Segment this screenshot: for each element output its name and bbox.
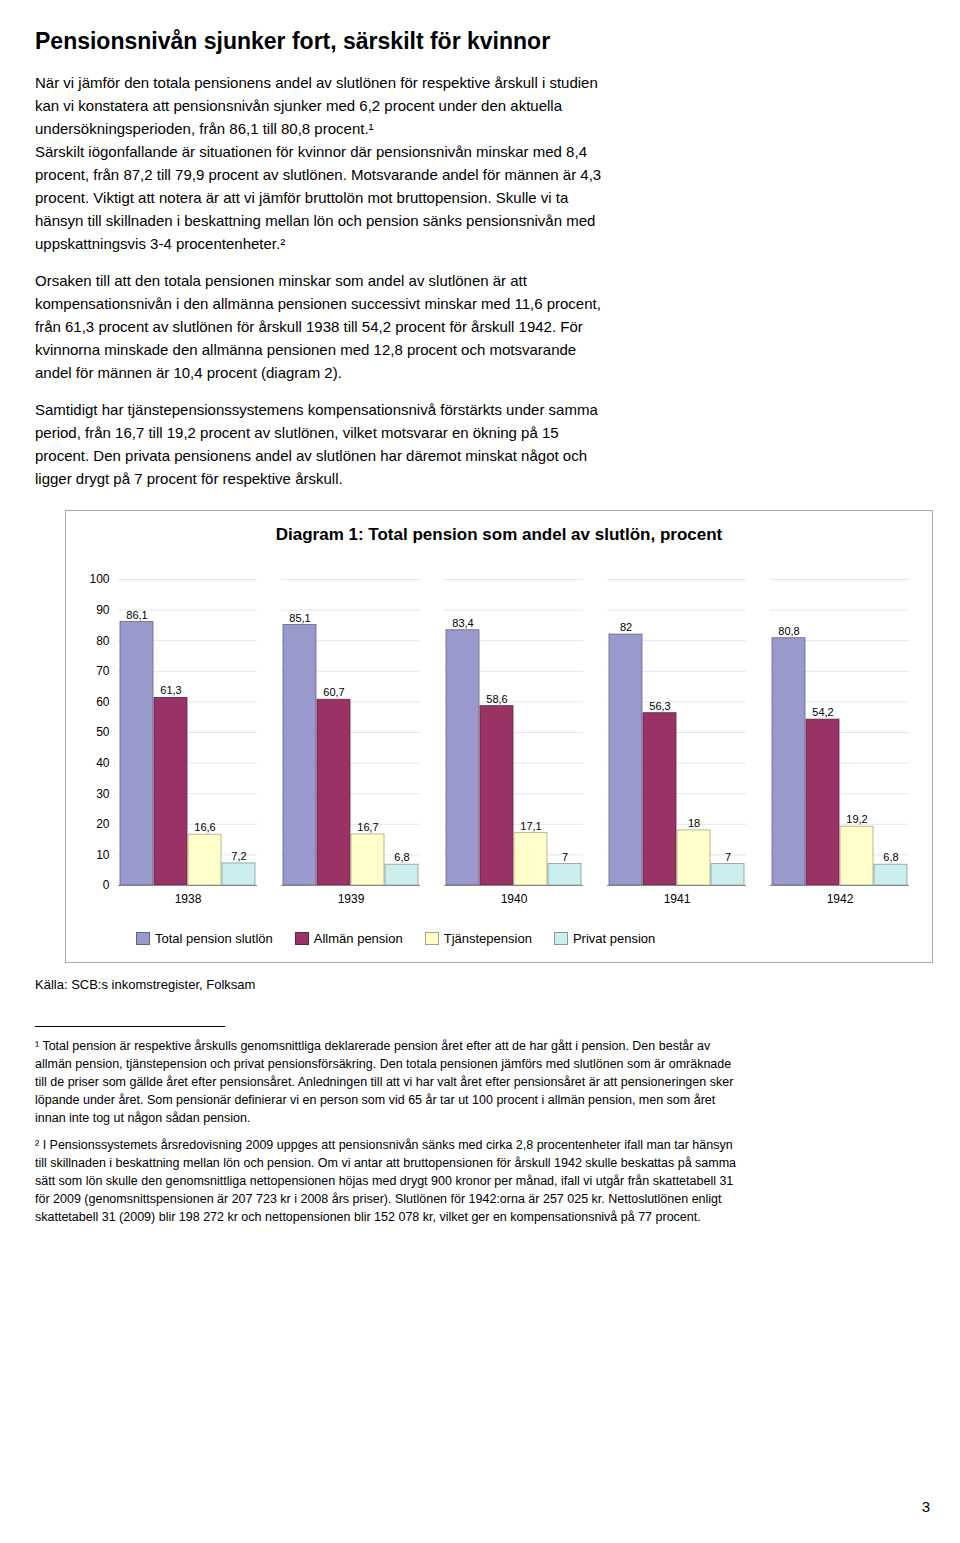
svg-text:90: 90	[96, 603, 110, 617]
html-text:hänsyn till skillnaden i beska: hänsyn till skillnaden i beskattning mel…	[35, 212, 596, 229]
svg-text:16,6: 16,6	[194, 821, 215, 833]
svg-text:58,6: 58,6	[486, 693, 507, 705]
svg-text:80,8: 80,8	[778, 625, 799, 637]
html-text:Tjänstepension: Tjänstepension	[443, 931, 532, 946]
html-text:Källa: SCB:s inkomstregister,: Källa: SCB:s inkomstregister, Folksam	[35, 977, 256, 992]
svg-text:60,7: 60,7	[323, 686, 344, 698]
html-text:Pensionsnivån sjunker fort, sä: Pensionsnivån sjunker fort, särskilt för…	[35, 28, 551, 54]
html-text:² I Pensionssystemets årsredov: ² I Pensionssystemets årsredovisning 200…	[35, 1138, 733, 1152]
html-text:undersökningsperioden, från 86: undersökningsperioden, från 86,1 till 80…	[35, 120, 374, 137]
svg-text:0: 0	[103, 878, 110, 892]
html-text:kan vi konstatera att pensions: kan vi konstatera att pensionsnivån sjun…	[35, 97, 562, 114]
svg-text:6,8: 6,8	[883, 851, 898, 863]
svg-text:61,3: 61,3	[160, 684, 181, 696]
svg-text:20: 20	[96, 817, 110, 831]
html-text:skattetabell 31 (2009) blir 19: skattetabell 31 (2009) blir 198 272 kr o…	[35, 1210, 701, 1224]
html-text:kvinnorna minskade den allmänn: kvinnorna minskade den allmänna pensione…	[35, 341, 577, 358]
html-text:Privat pension: Privat pension	[572, 931, 656, 946]
html-text:procent. Den privata pensionen: procent. Den privata pensionens andel av…	[35, 447, 587, 464]
svg-text:19,2: 19,2	[846, 813, 867, 825]
html-text:ligger drygt på 7 procent för: ligger drygt på 7 procent för respektive…	[35, 470, 343, 487]
html-text:allmän pension, tjänstepension: allmän pension, tjänstepension och priva…	[35, 1057, 732, 1071]
svg-text:18: 18	[688, 817, 700, 829]
svg-text:7,2: 7,2	[231, 850, 246, 862]
html-text:för 2009 (genomsnittspensionen: för 2009 (genomsnittspensionen är 207 72…	[35, 1192, 722, 1206]
html-text:innan inte tog ut någon sådan: innan inte tog ut någon sådan pension.	[35, 1111, 251, 1125]
html-text:Särskilt iögonfallande är situ: Särskilt iögonfallande är situationen fö…	[35, 143, 587, 160]
svg-text:1940: 1940	[501, 892, 528, 906]
html-text:Allmän pension: Allmän pension	[313, 931, 403, 946]
svg-text:85,1: 85,1	[289, 612, 310, 624]
html-text:procent. Viktigt att notera är: procent. Viktigt att notera är att vi jä…	[35, 189, 569, 206]
svg-text:56,3: 56,3	[649, 700, 670, 712]
svg-text:100: 100	[89, 572, 109, 586]
svg-text:60: 60	[96, 695, 110, 709]
svg-text:70: 70	[96, 664, 110, 678]
svg-text:10: 10	[96, 848, 110, 862]
html-text:från 61,3 procent av slutlönen: från 61,3 procent av slutlönen för årsku…	[35, 318, 583, 335]
html-text:Orsaken till att den totala pe: Orsaken till att den totala pensionen mi…	[35, 272, 527, 289]
svg-text:83,4: 83,4	[452, 617, 473, 629]
html-text:procent, från 87,2 till 79,9 p: procent, från 87,2 till 79,9 procent av …	[35, 166, 602, 183]
svg-text:1942: 1942	[827, 892, 854, 906]
svg-text:82: 82	[620, 621, 632, 633]
html-text:3: 3	[921, 1498, 930, 1515]
html-text:sätt som lön skulle den genoms: sätt som lön skulle den genomsnittliga n…	[35, 1174, 734, 1188]
svg-text:7: 7	[562, 851, 568, 863]
html-text:period, från 16,7 till 19,2 pr: period, från 16,7 till 19,2 procent av s…	[35, 424, 559, 441]
svg-text:16,7: 16,7	[357, 821, 378, 833]
svg-text:40: 40	[96, 756, 110, 770]
html-text:Total pension slutlön: Total pension slutlön	[155, 931, 273, 946]
html-text:¹ Total pension är respektive: ¹ Total pension är respektive årskulls g…	[35, 1039, 711, 1053]
html-text:löpande under året. Som pensio: löpande under året. Som pensionär defini…	[35, 1093, 716, 1107]
svg-text:1941: 1941	[664, 892, 691, 906]
svg-text:1938: 1938	[175, 892, 202, 906]
html-text:kompensationsnivån i den allmä: kompensationsnivån i den allmänna pensio…	[35, 295, 601, 312]
svg-text:30: 30	[96, 787, 110, 801]
svg-text:54,2: 54,2	[812, 706, 833, 718]
html-text:uppskattningsvis 3-4 procenten: uppskattningsvis 3-4 procentenheter.²	[35, 235, 286, 252]
html-text:Samtidigt har tjänstepensionss: Samtidigt har tjänstepensionssystemens k…	[35, 401, 598, 418]
svg-text:7: 7	[725, 851, 731, 863]
svg-text:6,8: 6,8	[394, 851, 409, 863]
svg-text:80: 80	[96, 634, 110, 648]
svg-text:17,1: 17,1	[520, 820, 541, 832]
html-text:till skillnaden i beskattning: till skillnaden i beskattning mellan lön…	[35, 1156, 737, 1170]
html-text:Diagram 1: Total pension som a: Diagram 1: Total pension som andel av sl…	[275, 525, 723, 544]
html-text:andel för männen är 10,4 proce: andel för männen är 10,4 procent (diagra…	[35, 364, 342, 381]
html-text:När vi jämför den totala pensi: När vi jämför den totala pensionens ande…	[35, 74, 598, 91]
svg-text:50: 50	[96, 725, 110, 739]
html-text:till de priser som gällde året: till de priser som gällde året efter pen…	[35, 1075, 734, 1089]
svg-text:86,1: 86,1	[126, 609, 147, 621]
svg-text:1939: 1939	[338, 892, 365, 906]
